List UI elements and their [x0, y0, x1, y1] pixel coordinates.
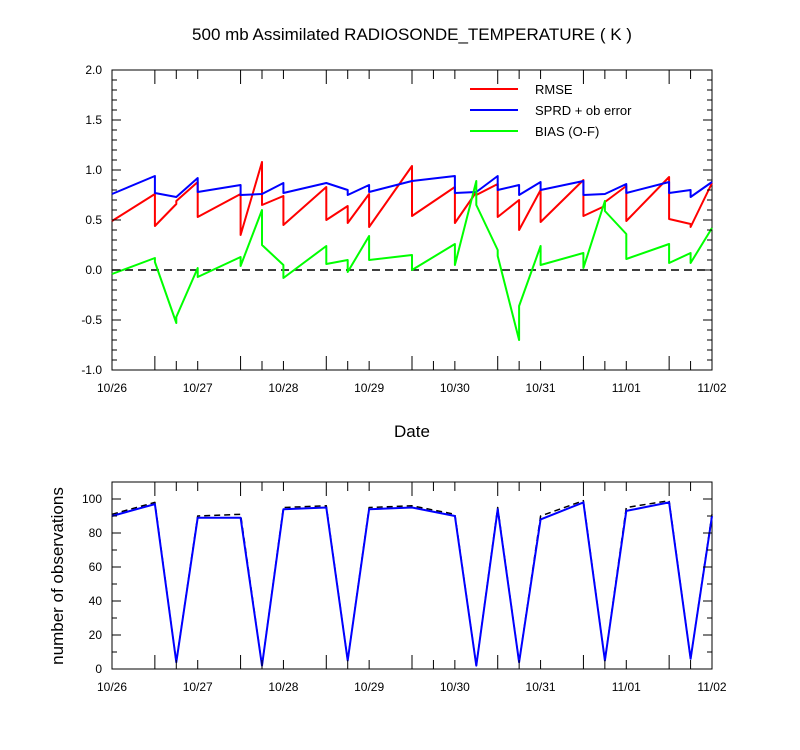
legend-label: SPRD + ob error [535, 103, 632, 118]
bottom-x-tick-label: 10/29 [354, 680, 384, 694]
top-x-tick-label: 11/01 [612, 381, 641, 395]
top-x-ticks: 10/26 10/27 10/28 10/29 10/30 10/31 11/01 11/02 [97, 70, 727, 395]
bottom-y-tick-label: 100 [82, 492, 102, 506]
bottom-x-tick-label: 10/31 [526, 680, 556, 694]
bottom-x-tick-label: 11/01 [612, 680, 641, 694]
top-y-tick-label: -1.0 [81, 363, 102, 377]
bottom-y-tick-label: 40 [89, 594, 103, 608]
top-y-tick-label: 1.0 [85, 163, 102, 177]
bottom-y-tick-label: 60 [89, 560, 103, 574]
top-x-tick-label: 10/29 [354, 381, 384, 395]
top-y-tick-label: 0.0 [85, 263, 102, 277]
bottom-x-ticks: 10/26 10/27 10/28 10/29 10/30 10/31 11/01 11/02 [97, 482, 727, 694]
series-line-sprd-ob-error [111, 175, 713, 198]
top-x-tick-label: 11/02 [697, 381, 726, 395]
bottom-plot-frame [111, 481, 713, 670]
top-x-tick-label: 10/28 [268, 381, 298, 395]
bottom-y-axis-label: number of observations [48, 487, 67, 665]
series-line-bias-o-f [111, 180, 713, 341]
top-series-lines [111, 161, 713, 341]
series-line-rmse [111, 161, 713, 236]
legend-label: RMSE [535, 82, 573, 97]
top-y-tick-label: 0.5 [85, 213, 102, 227]
bottom-y-ticks: 0 20 40 60 80 100 [82, 481, 712, 676]
legend: RMSE SPRD + ob error BIAS (O-F) [470, 82, 632, 139]
bottom-x-tick-label: 10/27 [183, 680, 213, 694]
top-y-tick-label: 2.0 [85, 63, 102, 77]
top-plot-area: 10/26 10/27 10/28 10/29 10/30 10/31 11/01 11/02… [81, 63, 727, 395]
legend-label: BIAS (O-F) [535, 124, 599, 139]
series-line-used [111, 501, 713, 667]
series-line-possible [111, 499, 713, 667]
top-y-tick-label: 1.5 [85, 113, 102, 127]
bottom-x-tick-label: 10/28 [268, 680, 298, 694]
bottom-y-tick-label: 0 [95, 662, 102, 676]
bottom-plot-area: 10/26 10/27 10/28 10/29 10/30 10/31 11/01 11/02… [82, 481, 727, 694]
bottom-x-tick-label: 10/26 [97, 680, 127, 694]
bottom-y-tick-label: 20 [89, 628, 103, 642]
chart-title: 500 mb Assimilated RADIOSONDE_TEMPERATUR… [192, 25, 632, 44]
top-x-tick-label: 10/27 [183, 381, 213, 395]
top-y-ticks: -1.0 -0.5 0.0 0.5 1.0 1.5 2.0 [81, 63, 712, 377]
bottom-x-tick-label: 11/02 [697, 680, 726, 694]
top-y-tick-label: -0.5 [81, 313, 102, 327]
top-x-tick-label: 10/30 [440, 381, 470, 395]
top-x-tick-label: 10/31 [526, 381, 556, 395]
bottom-series-lines [111, 499, 713, 667]
top-x-tick-label: 10/26 [97, 381, 127, 395]
x-axis-label: Date [394, 422, 430, 441]
bottom-y-tick-label: 80 [89, 526, 103, 540]
bottom-x-tick-label: 10/30 [440, 680, 470, 694]
